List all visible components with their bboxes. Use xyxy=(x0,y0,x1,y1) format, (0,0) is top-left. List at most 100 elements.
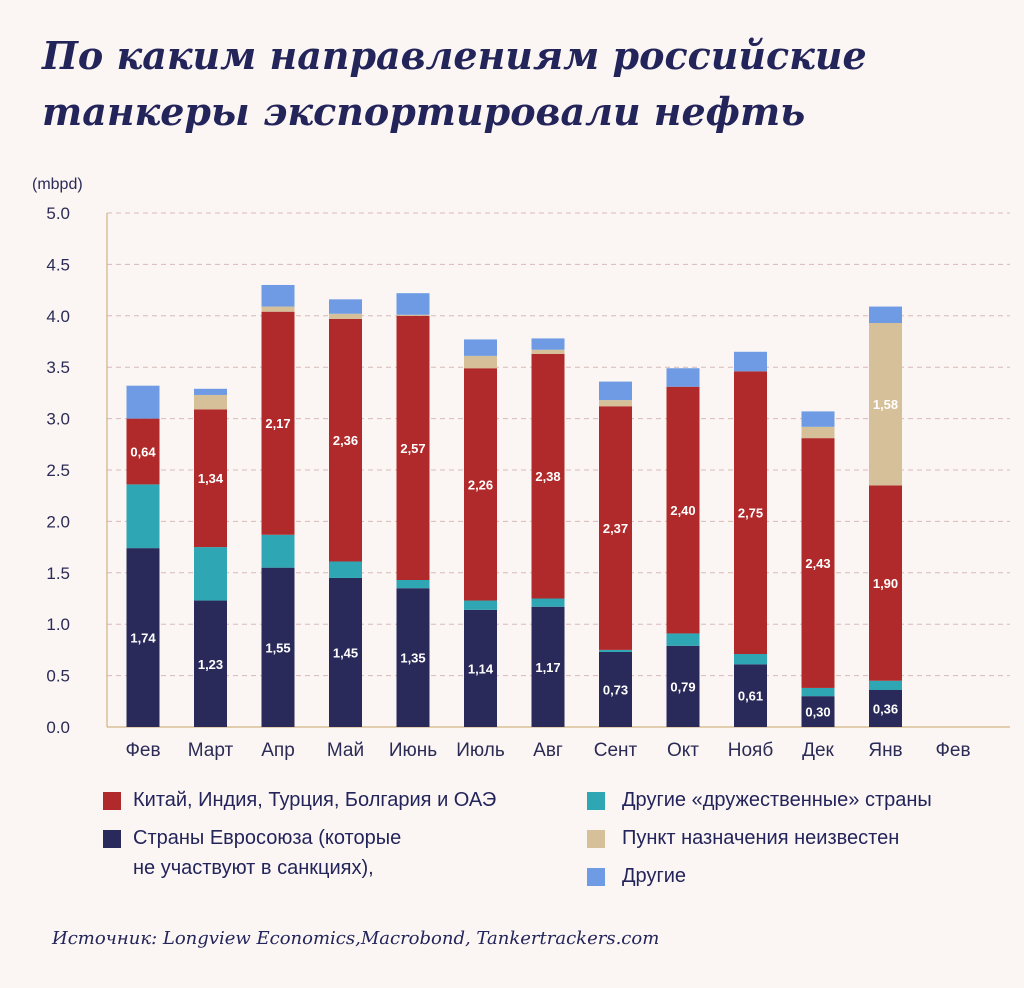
bar-segment-other xyxy=(126,385,160,419)
bar-segment-china xyxy=(126,418,160,485)
x-tick-label: Фев xyxy=(935,740,970,761)
bar-segment-other xyxy=(869,306,902,323)
legend-swatch-unknown xyxy=(587,830,605,848)
legend-label-china: Китай, Индия, Турция, Болгария и ОАЭ xyxy=(133,789,497,811)
bar-segment-eu xyxy=(194,600,227,727)
bar-segment-unknown xyxy=(464,355,497,369)
y-tick-label: 4.5 xyxy=(46,255,70,274)
y-tick-label: 3.0 xyxy=(46,410,70,429)
bar-segment-unknown xyxy=(869,322,902,486)
bar-segment-eu xyxy=(261,567,295,727)
x-tick-label: Фев xyxy=(125,740,160,761)
bar-segment-friendly xyxy=(396,579,430,589)
x-tick-label: Дек xyxy=(802,740,834,761)
data-label-china: 2,17 xyxy=(265,416,290,431)
data-label-china: 2,26 xyxy=(468,477,493,492)
data-label-eu: 0,30 xyxy=(805,705,830,720)
bar-segment-eu xyxy=(801,696,835,727)
bar-segment-friendly xyxy=(734,654,767,665)
bar-segment-eu xyxy=(329,577,362,727)
y-tick-label: 5.0 xyxy=(46,204,70,223)
data-label-china: 1,34 xyxy=(198,471,224,486)
bar-segment-china xyxy=(531,353,565,599)
bar-segment-other xyxy=(531,338,565,350)
bar-segment-china xyxy=(194,409,227,548)
bar-segment-eu xyxy=(869,689,902,727)
x-tick-label: Авг xyxy=(533,740,563,761)
bar-segment-china xyxy=(329,318,362,562)
bar-segment-friendly xyxy=(869,680,902,690)
y-tick-label: 1.0 xyxy=(46,615,70,634)
bar-segment-unknown xyxy=(801,426,835,439)
y-tick-label: 2.0 xyxy=(46,512,70,531)
data-label-china: 2,38 xyxy=(535,469,560,484)
data-label-china: 2,40 xyxy=(670,503,695,518)
legend-label-other: Другие xyxy=(622,865,687,887)
bar-segment-other xyxy=(734,351,767,372)
bar-segment-other xyxy=(261,284,295,307)
chart-title: По каким направлениям российские танкеры… xyxy=(42,28,942,140)
bar-segment-friendly xyxy=(194,547,227,601)
data-label-eu: 1,23 xyxy=(198,657,223,672)
bar-segment-china xyxy=(261,311,295,535)
x-tick-label: Март xyxy=(188,740,234,761)
x-tick-label: Июнь xyxy=(389,740,437,761)
legend-label-unknown: Пункт назначения неизвестен xyxy=(622,827,900,849)
bar-segment-friendly xyxy=(126,484,160,549)
bar-segment-other xyxy=(396,293,430,315)
legend-swatch-friendly xyxy=(587,792,605,810)
bar-segment-friendly xyxy=(531,598,565,607)
data-label-china: 2,57 xyxy=(400,441,425,456)
y-tick-label: 0.5 xyxy=(46,667,70,686)
bar-segment-other xyxy=(194,388,227,395)
legend-swatch-other xyxy=(587,868,605,886)
data-label-eu: 1,14 xyxy=(468,661,494,676)
bar-segment-other xyxy=(464,339,497,356)
y-axis-unit-label: (mbpd) xyxy=(32,176,83,193)
bar-segment-friendly xyxy=(261,534,295,568)
data-label-eu: 1,45 xyxy=(333,645,358,660)
chart-title-line-1: По каким направлениям российские xyxy=(42,33,867,78)
legend-swatch-china xyxy=(103,792,121,810)
legend-label-friendly: Другие «дружественные» страны xyxy=(622,789,932,811)
bar-segment-eu xyxy=(666,645,700,727)
x-tick-label: Сент xyxy=(594,740,638,761)
x-tick-label: Янв xyxy=(868,740,902,761)
bar-segment-friendly xyxy=(464,600,497,610)
data-label-eu: 0,73 xyxy=(603,682,628,697)
x-tick-label: Апр xyxy=(261,740,295,761)
y-tick-label: 1.5 xyxy=(46,564,70,583)
x-tick-label: Июль xyxy=(456,740,505,761)
data-label-china: 2,43 xyxy=(805,556,830,571)
bar-segment-eu xyxy=(126,548,160,727)
data-label-unknown: 1,58 xyxy=(873,397,898,412)
data-label-eu: 1,55 xyxy=(265,640,290,655)
data-label-eu: 1,74 xyxy=(130,631,156,646)
bar-segment-friendly xyxy=(666,633,700,646)
bar-segment-other xyxy=(329,299,362,314)
legend-label-eu-line-1: Страны Евросоюза (которые xyxy=(133,827,402,849)
data-label-china: 0,64 xyxy=(130,444,156,459)
bar-segment-unknown xyxy=(329,313,362,319)
bar-segment-unknown xyxy=(396,314,430,316)
bar-segment-china xyxy=(801,438,835,688)
bar-segment-eu xyxy=(734,664,767,727)
data-label-eu: 1,35 xyxy=(400,651,425,666)
legend-swatch-eu xyxy=(103,830,121,848)
data-label-eu: 0,36 xyxy=(873,701,898,716)
bar-segment-friendly xyxy=(801,687,835,697)
bar-segment-unknown xyxy=(194,394,227,410)
data-label-eu: 0,61 xyxy=(738,689,763,704)
bar-segment-china xyxy=(396,315,430,580)
bar-segment-other xyxy=(801,411,835,427)
bar-segment-other xyxy=(666,368,700,387)
bar-segment-friendly xyxy=(599,649,632,652)
stacked-bar-chart: (mbpd) 0.0 0.5 1.0 1.5 2.0 2.5 3.0 3.5 4.0 4.5 5.0 1… xyxy=(32,176,1010,761)
source-note: Источник: Longview Economics,Macrobond, … xyxy=(52,928,660,949)
y-tick-label: 2.5 xyxy=(46,461,70,480)
chart-title-line-2: танкеры экспортировали нефть xyxy=(42,89,806,134)
y-tick-label: 0.0 xyxy=(46,718,70,737)
data-label-eu: 1,17 xyxy=(535,660,560,675)
bar-segment-friendly xyxy=(329,561,362,578)
bar-segment-china xyxy=(666,386,700,634)
